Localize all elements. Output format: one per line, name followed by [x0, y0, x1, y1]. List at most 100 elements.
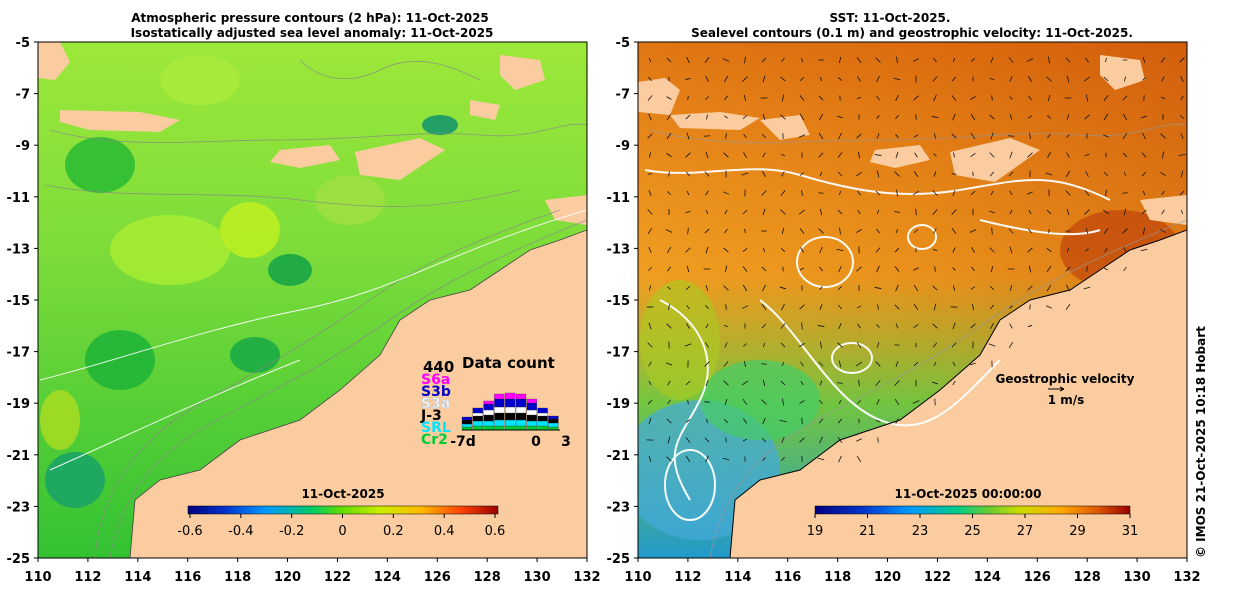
velocity-arrow — [743, 152, 747, 158]
velocity-arrow — [725, 437, 727, 443]
velocity-arrow — [743, 94, 747, 102]
x-tick-label: 130 — [524, 570, 551, 585]
velocity-arrow — [913, 58, 919, 62]
velocity-arrow — [970, 57, 976, 63]
velocity-arrow — [953, 152, 955, 158]
velocity-arrow — [668, 171, 670, 177]
velocity-arrow — [1009, 151, 1013, 159]
velocity-arrow — [876, 133, 880, 139]
velocity-arrow — [818, 132, 824, 140]
velocity-arrow — [687, 227, 689, 235]
satellite-label: S6a — [421, 372, 450, 388]
velocity-arrow — [666, 191, 672, 195]
velocity-arrow — [914, 152, 918, 158]
velocity-arrow — [837, 171, 843, 177]
velocity-arrow — [1103, 228, 1109, 234]
velocity-arrow — [856, 399, 862, 405]
data-count-bar-segment — [537, 420, 548, 427]
colorbar-tick-label: 19 — [807, 524, 824, 539]
velocity-arrow — [799, 342, 805, 348]
data-count-bar-segment — [483, 400, 494, 405]
velocity-arrow — [666, 246, 672, 254]
right-colorbar-date: 11-Oct-2025 00:00:00 — [895, 487, 1042, 501]
velocity-arrow — [818, 418, 824, 424]
velocity-arrow — [761, 266, 767, 272]
velocity-arrow — [781, 361, 785, 367]
velocity-arrow — [1103, 76, 1109, 82]
data-count-bar-segment — [483, 403, 494, 411]
velocity-arrow — [779, 419, 787, 423]
velocity-arrow — [857, 190, 861, 196]
velocity-arrow — [761, 323, 767, 329]
velocity-arrow — [838, 322, 842, 330]
velocity-arrow — [915, 114, 917, 120]
velocity-arrow — [912, 190, 920, 196]
velocity-arrow — [722, 191, 730, 195]
velocity-arrow — [819, 341, 823, 349]
velocity-arrow — [648, 57, 652, 63]
colorbar-tick-label: 21 — [859, 524, 876, 539]
velocity-arrow — [874, 154, 882, 156]
satellite-label: SRL — [421, 420, 451, 436]
velocity-arrow — [647, 133, 653, 139]
velocity-arrow — [742, 438, 748, 442]
velocity-arrow — [856, 171, 862, 177]
velocity-arrow — [647, 227, 653, 235]
velocity-arrow — [705, 96, 709, 100]
velocity-arrow — [838, 399, 842, 405]
velocity-arrow — [1085, 94, 1089, 102]
data-count-bar-segment — [505, 398, 516, 408]
velocity-arrow — [819, 246, 823, 254]
velocity-arrow — [1122, 132, 1128, 140]
velocity-arrow — [877, 437, 879, 443]
velocity-arrow — [837, 437, 843, 443]
velocity-arrow — [666, 113, 672, 121]
velocity-arrow — [800, 247, 804, 253]
velocity-arrow — [818, 152, 824, 158]
y-tick-label: -15 — [607, 294, 631, 309]
velocity-arrow — [933, 94, 937, 102]
velocity-arrow — [933, 57, 937, 63]
velocity-arrow — [970, 132, 976, 140]
velocity-arrow — [1123, 76, 1127, 82]
velocity-arrow — [988, 343, 996, 347]
x-tick-label: 128 — [474, 570, 501, 585]
velocity-arrow — [932, 209, 938, 215]
velocity-arrow — [724, 115, 728, 119]
right-x-axis: 110 112 114 116 118 120 122 124 126 128 130 132 — [624, 558, 1201, 585]
velocity-arrow — [779, 286, 787, 290]
y-tick-label: -17 — [7, 346, 31, 361]
velocity-arrow — [704, 228, 710, 234]
velocity-arrow — [722, 58, 730, 62]
data-count-bar-segment — [537, 415, 548, 422]
velocity-arrow — [666, 152, 672, 158]
velocity-arrow — [876, 228, 880, 234]
velocity-arrow — [1084, 153, 1090, 157]
velocity-arrow — [1046, 305, 1052, 309]
velocity-arrow — [990, 323, 994, 329]
data-count-bar-segment — [494, 406, 505, 414]
velocity-arrow — [762, 379, 766, 387]
velocity-arrow — [799, 227, 805, 235]
velocity-arrow — [1161, 190, 1165, 196]
velocity-arrow — [1141, 209, 1147, 215]
velocity-arrow — [971, 266, 975, 272]
velocity-arrow — [932, 190, 938, 196]
velocity-arrow — [762, 75, 766, 83]
velocity-arrow — [818, 228, 824, 234]
velocity-arrow — [876, 342, 880, 348]
velocity-arrow — [762, 208, 766, 216]
velocity-arrow — [647, 342, 653, 348]
data-count-bar-segment — [515, 398, 527, 408]
velocity-arrow — [1085, 171, 1089, 177]
velocity-arrow — [876, 324, 880, 328]
velocity-arrow — [856, 455, 862, 463]
y-tick-label: -25 — [7, 552, 31, 567]
velocity-arrow — [781, 94, 785, 102]
velocity-arrow — [933, 361, 937, 367]
velocity-arrow — [819, 208, 823, 216]
velocity-arrow — [1086, 266, 1088, 272]
velocity-legend: Geostrophic velocity 1 m/s — [996, 372, 1135, 407]
colorbar-tick-label: 23 — [912, 524, 929, 539]
velocity-arrow — [1046, 266, 1052, 272]
